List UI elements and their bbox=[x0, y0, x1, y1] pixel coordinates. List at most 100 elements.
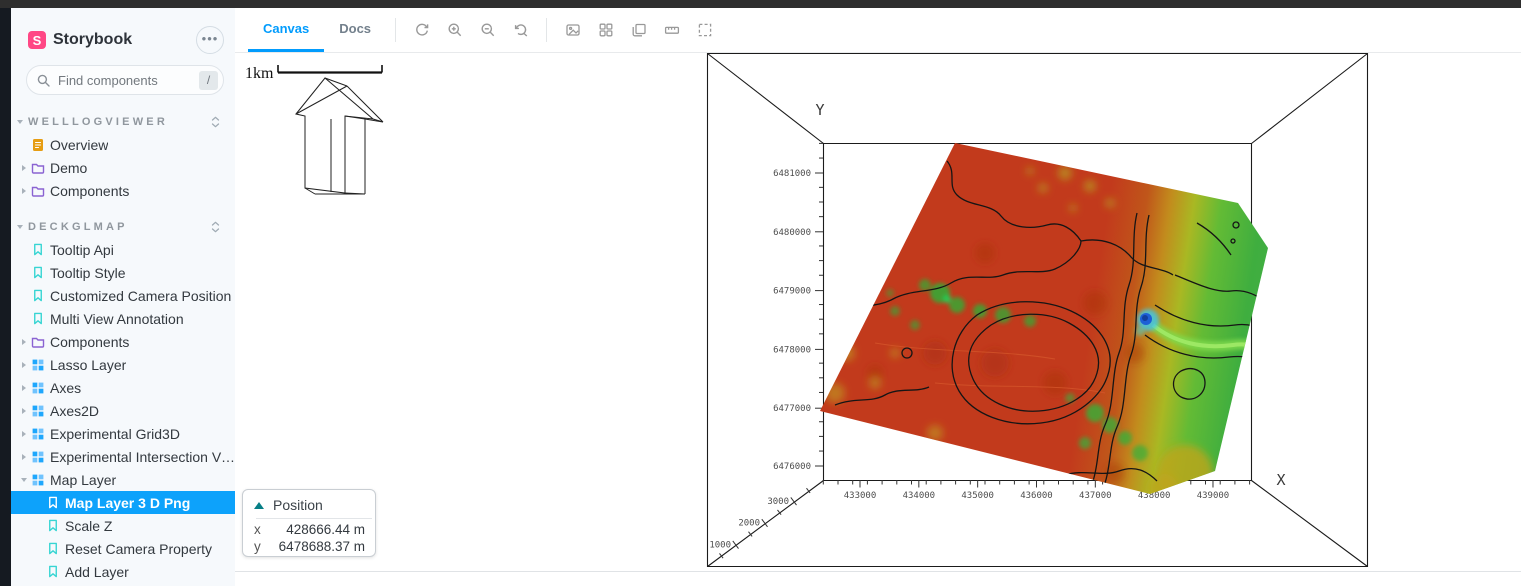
sidebar-item-experimental-grid3d[interactable]: Experimental Grid3D bbox=[11, 422, 235, 445]
desktop-edge-strip bbox=[0, 0, 11, 586]
viewport-button[interactable] bbox=[624, 15, 654, 45]
sidebar: S Storybook ••• / WELLLOGVIEWER Overview D… bbox=[11, 8, 235, 586]
sidebar-item-label: Tooltip Api bbox=[50, 241, 114, 258]
sidebar-item-tooltip-api[interactable]: Tooltip Api bbox=[11, 238, 235, 261]
sidebar-item-label: Experimental Intersection View bbox=[50, 448, 235, 465]
sidebar-item-label: Axes2D bbox=[50, 402, 100, 419]
tab-canvas[interactable]: Canvas bbox=[248, 8, 325, 52]
sidebar-item-map-layer-3-d-png[interactable]: Map Layer 3 D Png bbox=[11, 491, 235, 514]
component-icon bbox=[30, 450, 46, 464]
sidebar-item-scale-z[interactable]: Scale Z bbox=[11, 514, 235, 537]
deckgl-canvas[interactable]: Y X 648100064800006479000647800064770006… bbox=[235, 53, 1521, 572]
sidebar-item-overview[interactable]: Overview bbox=[11, 133, 235, 156]
zoom-out-button[interactable] bbox=[473, 15, 503, 45]
sidebar-item-demo[interactable]: Demo bbox=[11, 156, 235, 179]
scale-label: 1km bbox=[245, 65, 274, 82]
sidebar-item-tooltip-style[interactable]: Tooltip Style bbox=[11, 261, 235, 284]
terrain-map-surface bbox=[820, 143, 1268, 494]
axis-letter: x bbox=[254, 522, 261, 537]
zoom-in-button[interactable] bbox=[440, 15, 470, 45]
viewport-icon bbox=[632, 23, 646, 37]
caret-right-icon bbox=[21, 187, 26, 194]
sidebar-item-map-layer[interactable]: Map Layer bbox=[11, 468, 235, 491]
search-box[interactable]: / bbox=[26, 65, 224, 95]
position-panel-title: Position bbox=[273, 497, 323, 513]
sidebar-item-label: Multi View Annotation bbox=[50, 310, 184, 327]
section-header-welllogviewer[interactable]: WELLLOGVIEWER bbox=[11, 110, 235, 133]
component-icon bbox=[30, 404, 46, 418]
caret-box[interactable] bbox=[17, 361, 30, 368]
remount-icon bbox=[415, 23, 428, 36]
zoom-out-icon bbox=[481, 23, 494, 37]
sidebar-item-reset-camera-property[interactable]: Reset Camera Property bbox=[11, 537, 235, 560]
axis-letter: y bbox=[254, 539, 261, 554]
sidebar-item-components[interactable]: Components bbox=[11, 179, 235, 202]
caret-box[interactable] bbox=[17, 384, 30, 391]
tick-label: 433000 bbox=[844, 491, 877, 501]
brand-row: S Storybook ••• bbox=[11, 8, 235, 54]
caret-right-icon bbox=[21, 453, 26, 460]
sidebar-item-label: Demo bbox=[50, 159, 88, 176]
position-panel-header[interactable]: Position bbox=[243, 490, 375, 518]
bookmark-icon bbox=[45, 496, 61, 509]
story-bottom-gutter bbox=[235, 572, 1521, 586]
caret-down-icon bbox=[17, 119, 23, 124]
sidebar-item-customized-camera-position[interactable]: Customized Camera Position bbox=[11, 284, 235, 307]
zoom-reset-button[interactable] bbox=[506, 15, 536, 45]
sidebar-item-lasso-layer[interactable]: Lasso Layer bbox=[11, 353, 235, 376]
tick-mark bbox=[748, 531, 753, 537]
sidebar-item-label: Map Layer 3 D Png bbox=[65, 494, 191, 511]
sidebar-item-axes2d[interactable]: Axes2D bbox=[11, 399, 235, 422]
tick-label: 434000 bbox=[903, 491, 936, 501]
outline-button[interactable] bbox=[690, 15, 720, 45]
tick-mark bbox=[719, 553, 724, 559]
sidebar-item-multi-view-annotation[interactable]: Multi View Annotation bbox=[11, 307, 235, 330]
folder-icon bbox=[30, 161, 46, 175]
z-axis-ticks: 3000 2000 1000 bbox=[709, 487, 811, 559]
tab-docs[interactable]: Docs bbox=[339, 21, 372, 36]
sidebar-item-label: Axes bbox=[50, 379, 82, 396]
outline-icon bbox=[698, 23, 711, 37]
expand-all-icon[interactable] bbox=[211, 115, 220, 133]
storybook-app: S Storybook ••• / WELLLOGVIEWER Overview D… bbox=[11, 8, 1521, 586]
section-header-deckglmap[interactable]: DECKGLMAP bbox=[11, 215, 235, 238]
measure-icon bbox=[664, 26, 679, 34]
sidebar-item-label: Experimental Grid3D bbox=[50, 425, 180, 442]
caret-box[interactable] bbox=[17, 453, 30, 460]
story-canvas: Y X 6481000 6480000 6479000 6478000 6477000 6… bbox=[235, 53, 1521, 572]
caret-right-icon bbox=[21, 384, 26, 391]
sidebar-item-label: Tooltip Style bbox=[50, 264, 126, 281]
y-axis-ticks: 6481000 6480000 6479000 6478000 6477000 64760… bbox=[773, 142, 823, 472]
tick-label: 6479000 bbox=[773, 287, 811, 297]
sidebar-item-label: Map Layer bbox=[50, 471, 117, 488]
tick-label: 435000 bbox=[961, 491, 994, 501]
sidebar-item-experimental-intersection-view[interactable]: Experimental Intersection View bbox=[11, 445, 235, 468]
sidebar-item-axes[interactable]: Axes bbox=[11, 376, 235, 399]
coordinate-value: 6478688.37 m bbox=[278, 539, 365, 554]
tick-label: 438000 bbox=[1138, 491, 1171, 501]
remount-button[interactable] bbox=[407, 15, 437, 45]
expand-all-icon[interactable] bbox=[211, 220, 220, 238]
scale-bar bbox=[277, 65, 383, 74]
bookmark-icon bbox=[45, 542, 61, 555]
caret-box[interactable] bbox=[17, 430, 30, 437]
bookmark-icon bbox=[45, 519, 61, 532]
caret-box[interactable] bbox=[17, 477, 30, 482]
sidebar-menu-button[interactable]: ••• bbox=[196, 26, 224, 54]
tick-mark bbox=[790, 497, 797, 506]
sidebar-item-components[interactable]: Components bbox=[11, 330, 235, 353]
caret-box[interactable] bbox=[17, 187, 30, 194]
tick-label: 439000 bbox=[1197, 491, 1230, 501]
measure-button[interactable] bbox=[657, 15, 687, 45]
component-icon bbox=[30, 427, 46, 441]
caret-box[interactable] bbox=[17, 338, 30, 345]
search-input[interactable] bbox=[56, 71, 199, 89]
grid-button[interactable] bbox=[591, 15, 621, 45]
caret-box[interactable] bbox=[17, 164, 30, 171]
caret-box[interactable] bbox=[17, 407, 30, 414]
background-button[interactable] bbox=[558, 15, 588, 45]
sidebar-item-label: Add Layer bbox=[65, 563, 129, 580]
sidebar-item-add-layer[interactable]: Add Layer bbox=[11, 560, 235, 583]
ellipsis-icon: ••• bbox=[201, 30, 219, 46]
y-axis-label: Y bbox=[815, 101, 824, 119]
